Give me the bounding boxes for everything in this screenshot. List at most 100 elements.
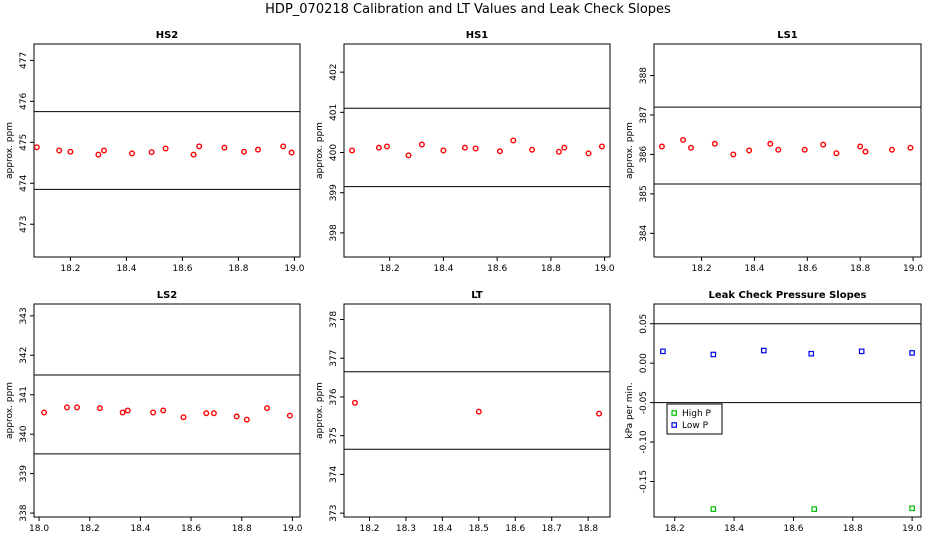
x-tick-label: 19.0 [595, 264, 615, 274]
x-tick-label: 18.4 [724, 524, 744, 534]
data-point [100, 147, 107, 154]
data-point [596, 410, 603, 417]
data-point [288, 149, 295, 156]
y-axis-label: approx. ppm [5, 122, 15, 179]
data-point [210, 410, 217, 417]
x-tick-label: 18.6 [783, 524, 803, 534]
data-point [680, 136, 687, 143]
x-tick-label: 18.8 [578, 524, 598, 534]
y-tick-label: 400 [329, 144, 339, 161]
data-point [585, 150, 592, 157]
y-tick-label: 338 [19, 504, 29, 521]
data-point [529, 146, 536, 153]
panel-title: LT [471, 290, 483, 301]
data-point [119, 409, 126, 416]
data-point [775, 146, 782, 153]
data-point [888, 146, 895, 153]
y-tick-label: 388 [639, 67, 649, 84]
x-tick-label: 18.6 [172, 264, 192, 274]
x-tick-label: 19.0 [284, 264, 304, 274]
plot-frame [33, 43, 301, 258]
data-point-low-p [660, 348, 666, 355]
x-tick-label: 18.8 [228, 264, 248, 274]
y-tick-label: 343 [19, 307, 29, 324]
data-point [67, 148, 74, 155]
y-tick-label: 0.00 [639, 353, 649, 373]
x-tick-label: 18.2 [80, 524, 100, 534]
x-tick-label: 18.2 [359, 524, 379, 534]
data-point [148, 149, 155, 156]
data-point [128, 150, 135, 157]
y-tick-label: 476 [19, 92, 29, 109]
x-tick-label: 18.8 [232, 524, 252, 534]
data-point [124, 407, 131, 414]
data-point [730, 151, 737, 158]
x-tick-label: 18.8 [843, 524, 863, 534]
x-tick-label: 18.8 [850, 264, 870, 274]
panel-leak-check: Leak Check Pressure Slopes kPa per min. 18… [625, 290, 922, 534]
panel-lt: LT approx. ppm 18.2 18.3 18.4 18.5 18.6 18.7 18.… [315, 290, 611, 534]
data-point [383, 143, 390, 150]
y-tick-label: 339 [19, 465, 29, 482]
data-point-low-p [858, 348, 865, 355]
x-tick-label: 18.5 [469, 524, 489, 534]
data-point [658, 143, 665, 150]
panel-hs2: HS2 approx. ppm 18.2 18.4 18.6 18.8 19.0 473 474… [5, 30, 305, 274]
x-tick-label: 18.4 [116, 264, 136, 274]
y-axis-label: approx. ppm [315, 122, 325, 179]
data-point [688, 144, 695, 151]
data-point [233, 413, 240, 420]
data-point [33, 144, 40, 151]
data-point [286, 412, 293, 419]
y-tick-label: 373 [329, 505, 339, 522]
data-point [221, 144, 228, 151]
x-tick-label: 18.4 [432, 524, 452, 534]
data-point [240, 148, 247, 155]
data-point [162, 145, 169, 152]
x-tick-label: 18.6 [797, 264, 817, 274]
y-tick-label: 385 [639, 185, 649, 202]
y-tick-label: -0.15 [639, 470, 649, 493]
data-point [254, 146, 261, 153]
panel-ls1: LS1 approx. ppm 18.2 18.4 18.6 18.8 19.0 384 385… [625, 30, 923, 274]
data-point [801, 146, 808, 153]
data-point-low-p [760, 347, 767, 354]
data-point [41, 409, 48, 416]
x-tick-label: 18.6 [505, 524, 525, 534]
plot-frame [343, 303, 611, 518]
x-tick-label: 18.4 [130, 524, 150, 534]
y-axis-label: approx. ppm [315, 382, 325, 439]
data-point [418, 141, 425, 148]
panel-title: HS1 [466, 30, 489, 41]
y-tick-label: 401 [329, 104, 339, 121]
data-point [95, 151, 102, 158]
y-tick-label: 342 [19, 347, 29, 364]
data-point [190, 151, 197, 158]
data-point [203, 410, 210, 417]
data-point [767, 140, 774, 147]
data-point [555, 148, 562, 155]
data-point [472, 145, 479, 152]
y-tick-label: 0.05 [639, 314, 649, 334]
data-point [150, 409, 157, 416]
page-title: HDP_070218 Calibration and LT Values and… [265, 2, 671, 17]
y-tick-label: -0.05 [639, 391, 649, 414]
data-point [475, 408, 482, 415]
data-point-low-p [808, 350, 815, 357]
data-point [264, 405, 271, 412]
data-point-low-p [710, 351, 717, 358]
data-point-high-p [811, 506, 818, 512]
panel-ls2: LS2 approx. ppm 18.0 18.2 18.4 18.6 18.8 19.0 33… [5, 290, 303, 534]
x-tick-label: 19.0 [282, 524, 302, 534]
data-point [196, 143, 203, 150]
data-point [461, 144, 468, 151]
x-tick-label: 18.0 [29, 524, 49, 534]
y-tick-label: 399 [329, 184, 339, 201]
data-point [820, 141, 827, 148]
x-tick-label: 18.4 [744, 264, 764, 274]
y-tick-label: 375 [329, 427, 339, 444]
x-tick-label: 18.8 [541, 264, 561, 274]
legend-label: Low P [682, 421, 709, 431]
y-tick-label: 377 [329, 350, 339, 367]
y-tick-label: 384 [639, 224, 649, 241]
